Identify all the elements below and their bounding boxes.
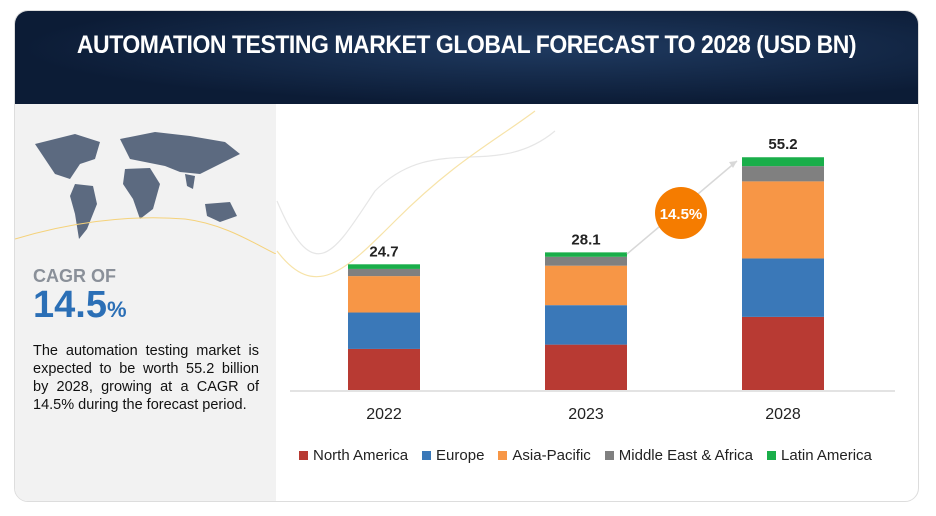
description-text: The automation testing market is expecte… [33, 343, 259, 413]
bar-segment-europe [545, 305, 627, 345]
cagr-label: CAGR OF [33, 266, 116, 286]
bar-segment-north-america [545, 344, 627, 391]
bar-segment-asia-pacific [742, 181, 824, 259]
legend: North America Europe Asia-Pacific Middle Ea… [299, 447, 872, 464]
x-tick-label: 2022 [366, 406, 402, 423]
legend-label: North America [313, 447, 409, 464]
x-tick-label: 2023 [568, 406, 604, 423]
bar-segment-latin-america [348, 264, 420, 269]
bar-segment-middle-east-africa [348, 268, 420, 277]
cagr-number: 14.5 [33, 284, 107, 326]
decorative-curve [276, 110, 536, 278]
decorative-curve [276, 130, 556, 255]
left-panel: CAGR OF 14.5% The automation testing mar… [15, 104, 276, 501]
x-tick-label: 2028 [765, 406, 801, 423]
bar-segment-europe [348, 312, 420, 349]
cagr-bubble [655, 187, 707, 239]
legend-swatch [498, 451, 508, 460]
arrow-head-icon [729, 161, 737, 168]
bar-segment-middle-east-africa [545, 256, 627, 266]
bar-segment-north-america [348, 348, 420, 391]
cagr-value: 14.5% [33, 284, 127, 327]
legend-swatch [299, 451, 308, 460]
cagr-bubble-label: 14.5% [660, 206, 703, 223]
legend-swatch [604, 451, 614, 460]
legend-item: Middle East & Africa [604, 447, 754, 464]
total-label: 24.7 [369, 243, 398, 260]
total-label: 55.2 [768, 136, 797, 153]
cagr-unit: % [106, 297, 127, 322]
legend-swatch [767, 451, 777, 460]
legend-item: Europe [422, 447, 484, 464]
legend-swatch [422, 451, 432, 460]
infographic-card: AUTOMATION TESTING MARKET GLOBAL FORECAS… [14, 10, 919, 502]
bar-segment-asia-pacific [545, 265, 627, 306]
bar-segment-latin-america [545, 252, 627, 257]
total-label: 28.1 [571, 231, 600, 248]
bar-segment-latin-america [742, 157, 824, 167]
legend-item: North America [299, 447, 408, 464]
bar-segment-middle-east-africa [742, 166, 824, 182]
header-banner: AUTOMATION TESTING MARKET GLOBAL FORECAS… [15, 11, 918, 104]
legend-label: Latin America [781, 447, 872, 464]
legend-label: Asia-Pacific [512, 447, 591, 464]
bar-segment-asia-pacific [348, 276, 420, 313]
legend-item: Asia-Pacific [498, 447, 591, 464]
legend-item: Latin America [767, 447, 872, 464]
bar-segment-europe [742, 258, 824, 317]
legend-label: Middle East & Africa [618, 447, 754, 464]
bar-segment-north-america [742, 316, 824, 391]
chart-title: AUTOMATION TESTING MARKET GLOBAL FORECAS… [76, 31, 857, 59]
world-map-icon [15, 132, 276, 254]
legend-label: Europe [436, 447, 485, 464]
stacked-bar-chart: 24.7 2022 28.1 2023 55.2 2028 14.5% [276, 110, 895, 423]
